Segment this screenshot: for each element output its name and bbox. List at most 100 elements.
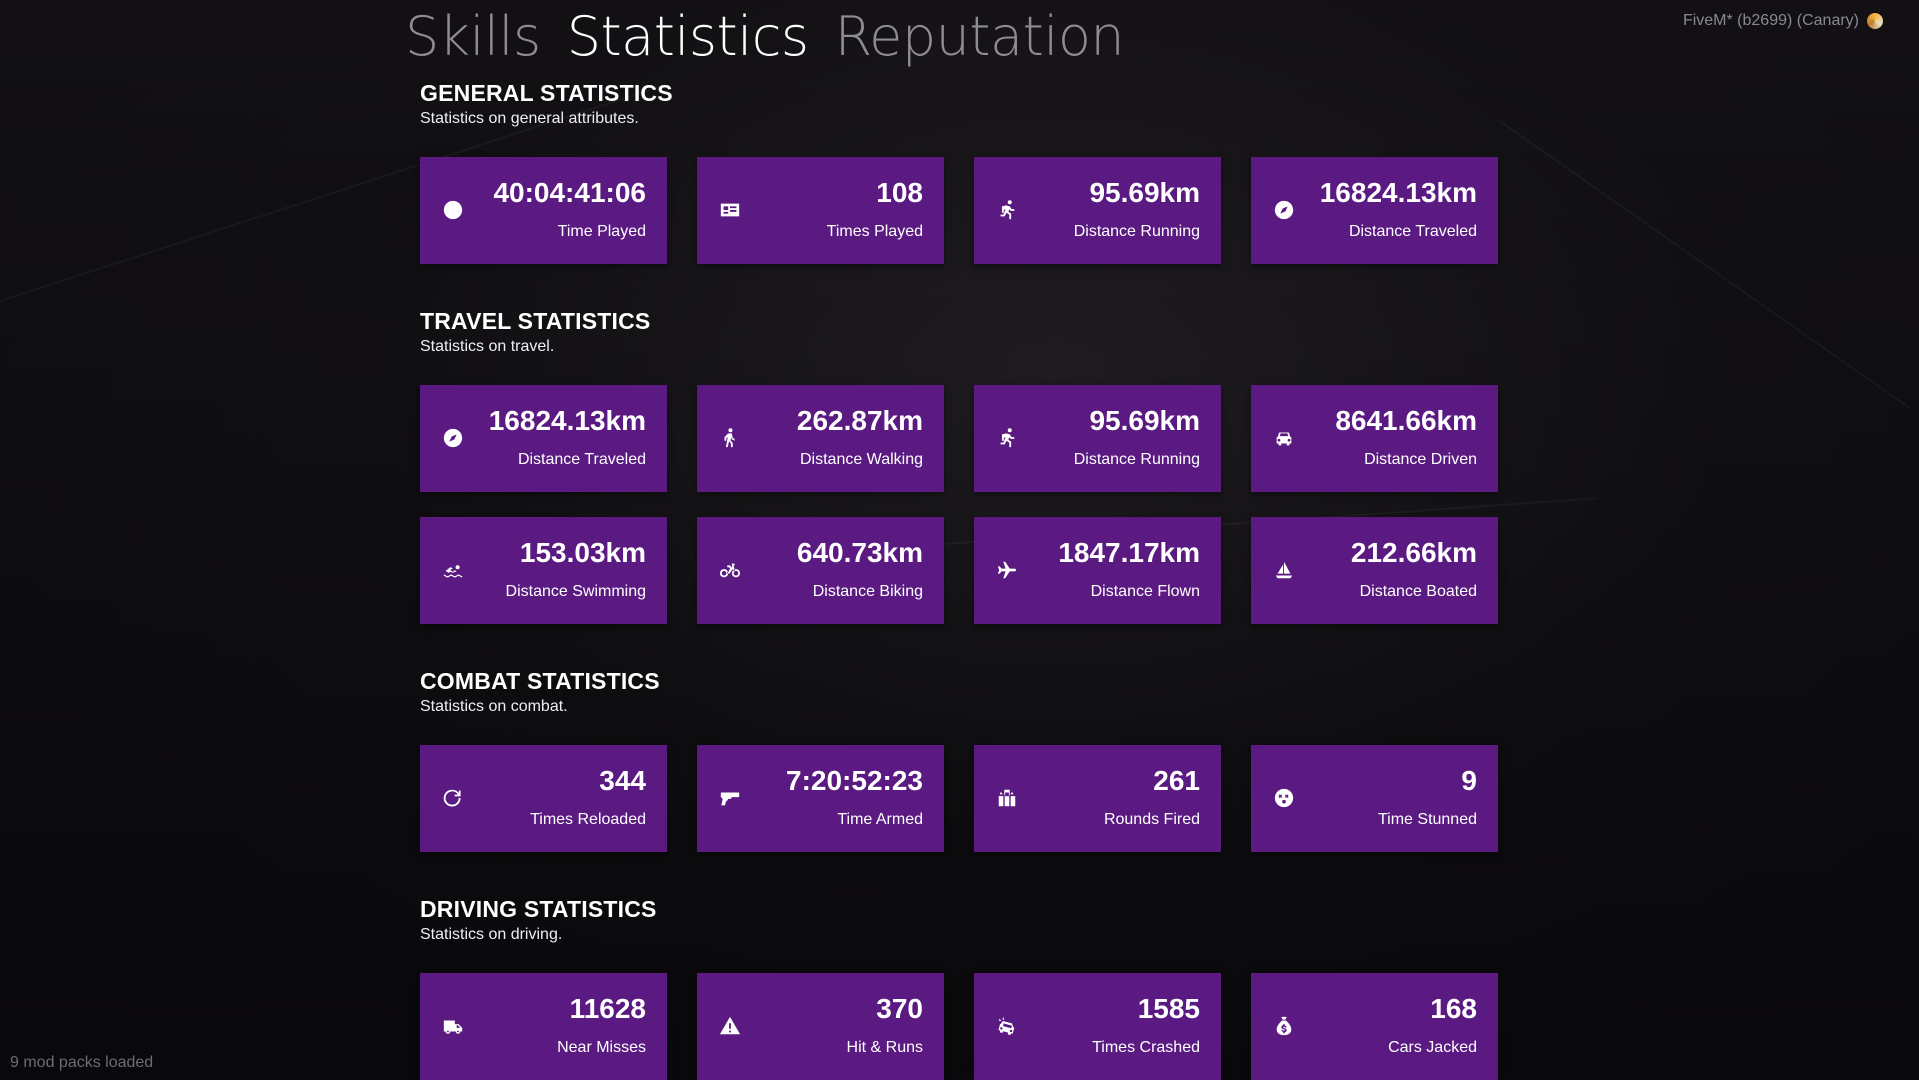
- stat-value: 40:04:41:06: [493, 177, 646, 209]
- stat-card-distance-traveled: 16824.13km Distance Traveled: [1251, 157, 1498, 264]
- stat-grid: 40:04:41:06 Time Played 108 Times Played…: [420, 157, 1500, 264]
- stat-label: Distance Walking: [800, 451, 923, 469]
- section-subtitle: Statistics on driving.: [420, 924, 1500, 948]
- reload-icon: [440, 785, 466, 811]
- section-title: GENERAL STATISTICS: [420, 78, 1500, 108]
- stat-label: Times Played: [827, 223, 923, 241]
- stat-value: 95.69km: [1089, 405, 1200, 437]
- stat-value: 11628: [570, 993, 646, 1025]
- stat-card-distance-flown: 1847.17km Distance Flown: [974, 517, 1221, 624]
- build-info: FiveM* (b2699) (Canary): [1683, 12, 1883, 30]
- warning-icon: [717, 1013, 743, 1039]
- stat-label: Distance Driven: [1364, 451, 1477, 469]
- dizzy-icon: [1271, 785, 1297, 811]
- stat-card-cars-jacked: 168 Cars Jacked: [1251, 973, 1498, 1080]
- stat-label: Distance Running: [1074, 451, 1200, 469]
- section-title: DRIVING STATISTICS: [420, 894, 1500, 924]
- stat-card-time-played: 40:04:41:06 Time Played: [420, 157, 667, 264]
- stat-value: 16824.13km: [1320, 177, 1477, 209]
- stat-card-distance-running: 95.69km Distance Running: [974, 385, 1221, 492]
- fivem-logo-icon: [1867, 13, 1883, 29]
- compass-icon: [440, 425, 466, 451]
- stat-card-distance-driven: 8641.66km Distance Driven: [1251, 385, 1498, 492]
- stat-grid: 11628 Near Misses 370 Hit & Runs 1585 Ti…: [420, 973, 1500, 1080]
- stat-card-time-armed: 7:20:52:23 Time Armed: [697, 745, 944, 852]
- stat-label: Distance Biking: [813, 583, 923, 601]
- stat-label: Distance Swimming: [506, 583, 646, 601]
- stat-value: 9: [1461, 765, 1477, 797]
- sailboat-icon: [1271, 557, 1297, 583]
- running-icon: [994, 197, 1020, 223]
- tab-bar: Skills Statistics Reputation: [405, 0, 1124, 72]
- stat-label: Distance Boated: [1360, 583, 1477, 601]
- stat-card-distance-biking: 640.73km Distance Biking: [697, 517, 944, 624]
- stat-card-times-crashed: 1585 Times Crashed: [974, 973, 1221, 1080]
- stat-label: Times Reloaded: [530, 811, 646, 829]
- section-subtitle: Statistics on travel.: [420, 336, 1500, 360]
- section-title: COMBAT STATISTICS: [420, 666, 1500, 696]
- money-bag-icon: [1271, 1013, 1297, 1039]
- compass-icon: [1271, 197, 1297, 223]
- stat-card-near-misses: 11628 Near Misses: [420, 973, 667, 1080]
- section-travel: TRAVEL STATISTICS Statistics on travel. …: [420, 306, 1500, 624]
- swimmer-icon: [440, 557, 466, 583]
- stat-card-rounds-fired: 261 Rounds Fired: [974, 745, 1221, 852]
- stat-label: Times Crashed: [1092, 1039, 1200, 1057]
- walking-icon: [717, 425, 743, 451]
- truck-icon: [440, 1013, 466, 1039]
- section-subtitle: Statistics on combat.: [420, 696, 1500, 720]
- plane-icon: [994, 557, 1020, 583]
- stat-grid: 344 Times Reloaded 7:20:52:23 Time Armed…: [420, 745, 1500, 852]
- stat-label: Rounds Fired: [1104, 811, 1200, 829]
- stat-label: Time Stunned: [1378, 811, 1477, 829]
- car-crash-icon: [994, 1013, 1020, 1039]
- stat-card-distance-traveled: 16824.13km Distance Traveled: [420, 385, 667, 492]
- stat-label: Distance Running: [1074, 223, 1200, 241]
- stat-card-distance-walking: 262.87km Distance Walking: [697, 385, 944, 492]
- tab-skills[interactable]: Skills: [405, 5, 541, 68]
- stat-card-hit-and-runs: 370 Hit & Runs: [697, 973, 944, 1080]
- stat-card-time-stunned: 9 Time Stunned: [1251, 745, 1498, 852]
- statistics-panel: GENERAL STATISTICS Statistics on general…: [420, 78, 1500, 1080]
- section-driving: DRIVING STATISTICS Statistics on driving…: [420, 894, 1500, 1080]
- stat-card-times-reloaded: 344 Times Reloaded: [420, 745, 667, 852]
- stat-label: Distance Traveled: [518, 451, 646, 469]
- stat-value: 1847.17km: [1058, 537, 1200, 569]
- stat-value: 212.66km: [1351, 537, 1477, 569]
- ammo-icon: [994, 785, 1020, 811]
- id-card-icon: [717, 197, 743, 223]
- stat-value: 95.69km: [1089, 177, 1200, 209]
- stat-value: 640.73km: [797, 537, 923, 569]
- stat-value: 108: [876, 177, 923, 209]
- stat-label: Time Played: [558, 223, 646, 241]
- stat-card-distance-running: 95.69km Distance Running: [974, 157, 1221, 264]
- background-road-line: [1499, 120, 1910, 408]
- stat-card-distance-swimming: 153.03km Distance Swimming: [420, 517, 667, 624]
- section-general: GENERAL STATISTICS Statistics on general…: [420, 78, 1500, 264]
- stat-value: 344: [599, 765, 646, 797]
- stat-label: Distance Traveled: [1349, 223, 1477, 241]
- stat-grid: 16824.13km Distance Traveled 262.87km Di…: [420, 385, 1500, 624]
- stat-label: Near Misses: [557, 1039, 646, 1057]
- build-label: FiveM* (b2699) (Canary): [1683, 12, 1859, 30]
- tab-reputation[interactable]: Reputation: [835, 5, 1125, 68]
- stat-value: 261: [1153, 765, 1200, 797]
- stat-label: Distance Flown: [1091, 583, 1200, 601]
- stat-card-times-played: 108 Times Played: [697, 157, 944, 264]
- bicycle-icon: [717, 557, 743, 583]
- clock-icon: [440, 197, 466, 223]
- stat-label: Cars Jacked: [1388, 1039, 1477, 1057]
- car-icon: [1271, 425, 1297, 451]
- mod-packs-status: 9 mod packs loaded: [10, 1054, 153, 1072]
- stat-value: 1585: [1138, 993, 1200, 1025]
- stat-label: Time Armed: [837, 811, 923, 829]
- stat-value: 153.03km: [520, 537, 646, 569]
- tab-statistics[interactable]: Statistics: [567, 5, 809, 68]
- section-title: TRAVEL STATISTICS: [420, 306, 1500, 336]
- stat-card-distance-boated: 212.66km Distance Boated: [1251, 517, 1498, 624]
- stat-label: Hit & Runs: [847, 1039, 923, 1057]
- stat-value: 370: [876, 993, 923, 1025]
- stat-value: 16824.13km: [489, 405, 646, 437]
- running-icon: [994, 425, 1020, 451]
- stat-value: 168: [1430, 993, 1477, 1025]
